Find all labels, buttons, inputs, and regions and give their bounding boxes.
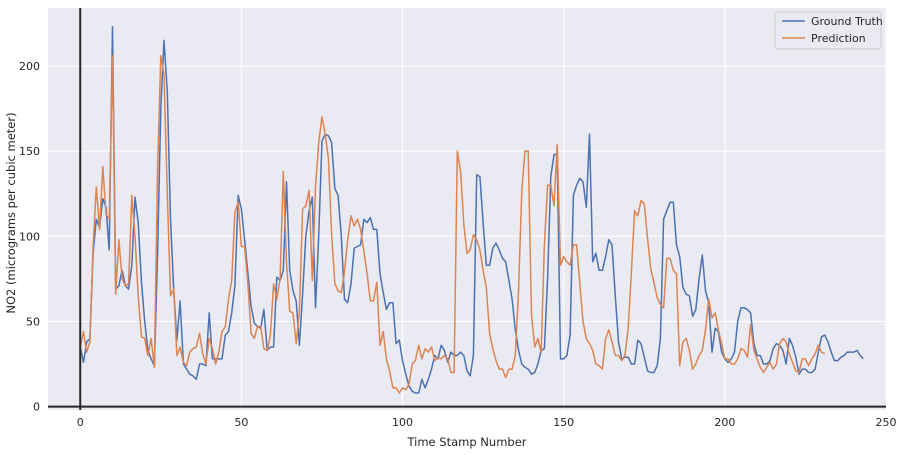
y-axis-title: NO2 (micrograms per cubic meter): [4, 112, 18, 313]
x-tick-label: 150: [553, 416, 574, 429]
x-tick-label: 50: [234, 416, 248, 429]
x-tick-label: 250: [876, 416, 897, 429]
y-tick-label: 0: [33, 401, 40, 414]
y-tick-label: 50: [26, 315, 40, 328]
axis-lines: [48, 8, 886, 410]
x-tick-label: 200: [714, 416, 735, 429]
plot-background: [48, 8, 886, 410]
tick-labels: 0 50 100 150 200 250 0 50 100 150 200: [19, 60, 897, 429]
x-axis-title: Time Stamp Number: [406, 435, 526, 449]
y-tick-label: 200: [19, 60, 40, 73]
series-line-ground-truth: [79, 25, 864, 394]
legend-label-ground-truth: Ground Truth: [811, 15, 883, 28]
x-tick-label: 100: [392, 416, 413, 429]
data-series: [79, 25, 864, 394]
legend: Ground Truth Prediction: [774, 11, 883, 50]
y-tick-label: 150: [19, 145, 40, 158]
series-line-prediction: [79, 54, 826, 394]
y-tick-label: 100: [19, 230, 40, 243]
legend-label-prediction: Prediction: [811, 32, 866, 45]
x-tick-label: 0: [77, 416, 84, 429]
